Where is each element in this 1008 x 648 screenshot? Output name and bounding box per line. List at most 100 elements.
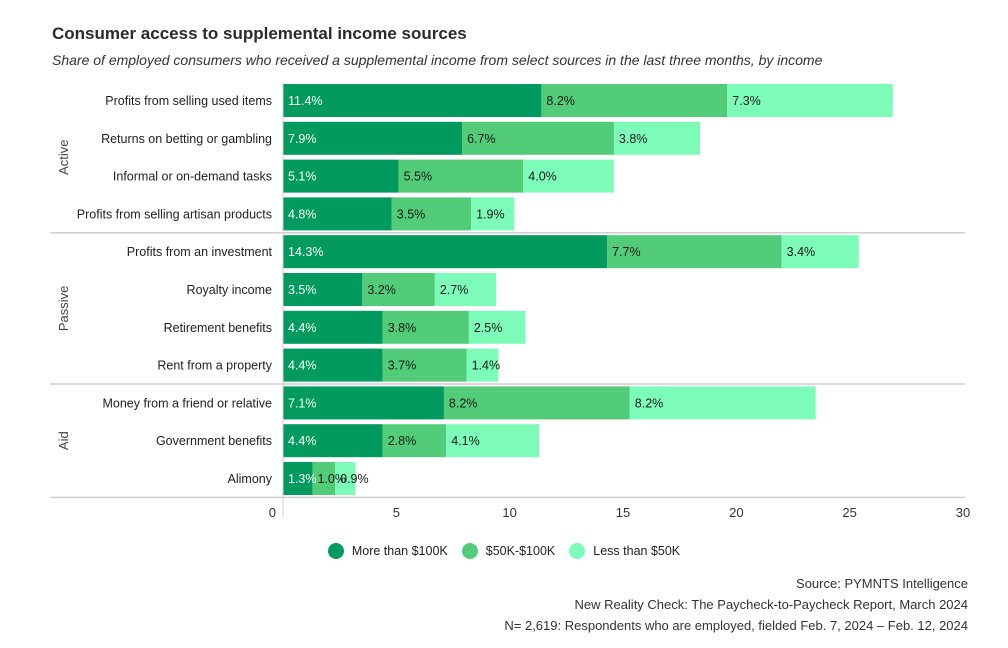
data-label: 2.5% bbox=[474, 321, 503, 335]
bar-informal-or-on-demand-tasks-50k-100k[interactable] bbox=[398, 159, 524, 193]
bar-government-benefits-more-than-100k[interactable] bbox=[283, 424, 383, 458]
data-label: 1.4% bbox=[472, 359, 501, 373]
bar-royalty-income-50k-100k[interactable] bbox=[362, 273, 435, 306]
data-label: 3.8% bbox=[388, 321, 417, 335]
bar-profits-from-selling-used-items-more-than-100k[interactable] bbox=[283, 84, 542, 117]
legend-label: More than $100K bbox=[351, 544, 448, 558]
data-label: 4.1% bbox=[451, 434, 480, 448]
bar-returns-on-betting-or-gambling-50k-100k[interactable] bbox=[462, 121, 614, 155]
bar-royalty-income-more-than-100k[interactable] bbox=[283, 273, 363, 306]
bar-government-benefits-less-than-50k[interactable] bbox=[446, 424, 540, 458]
data-label: 8.2% bbox=[449, 396, 478, 410]
bar-royalty-income-less-than-50k[interactable] bbox=[434, 273, 497, 306]
bar-profits-from-selling-artisan-products-less-than-50k[interactable] bbox=[471, 197, 515, 231]
bar-money-from-a-friend-or-relative-50k-100k[interactable] bbox=[443, 386, 630, 420]
category-label: Profits from selling used items bbox=[105, 94, 272, 108]
legend: More than $100K $50K-$100K Less than $50… bbox=[0, 543, 1008, 559]
bar-informal-or-on-demand-tasks-less-than-50k[interactable] bbox=[523, 159, 614, 193]
x-tick-label: 10 bbox=[502, 505, 516, 520]
legend-item-50k-100k[interactable]: $50K-$100K bbox=[461, 543, 556, 559]
data-label: 1.0% bbox=[317, 472, 346, 486]
bar-retirement-benefits-50k-100k[interactable] bbox=[382, 310, 469, 344]
category-label: Rent from a property bbox=[157, 359, 272, 373]
category-label: Profits from selling artisan products bbox=[77, 207, 272, 221]
category-label: Money from a friend or relative bbox=[102, 396, 272, 410]
category-label: Government benefits bbox=[156, 434, 272, 448]
data-label: 3.5% bbox=[397, 207, 426, 221]
data-label: 7.3% bbox=[732, 94, 761, 108]
source-line: Source: PYMNTS Intelligence bbox=[796, 576, 968, 591]
bar-retirement-benefits-more-than-100k[interactable] bbox=[283, 310, 383, 344]
data-label: 3.8% bbox=[619, 132, 648, 146]
x-tick-label: 15 bbox=[616, 505, 630, 520]
bar-profits-from-an-investment-less-than-50k[interactable] bbox=[781, 235, 859, 269]
bar-profits-from-selling-used-items-less-than-50k[interactable] bbox=[727, 84, 893, 117]
data-label: 7.9% bbox=[288, 132, 317, 146]
data-label: 4.4% bbox=[288, 321, 317, 335]
legend-item-more-than-100k[interactable]: More than $100K bbox=[327, 543, 448, 559]
x-tick-label: 5 bbox=[393, 505, 400, 520]
bar-money-from-a-friend-or-relative-less-than-50k[interactable] bbox=[629, 386, 816, 420]
category-label: Retirement benefits bbox=[164, 321, 272, 335]
bar-alimony-50k-100k[interactable] bbox=[312, 462, 336, 495]
legend-label: Less than $50K bbox=[593, 544, 681, 558]
chart-subtitle: Share of employed consumers who received… bbox=[52, 52, 823, 68]
data-label: 7.1% bbox=[288, 396, 317, 410]
bar-profits-from-an-investment-more-than-100k[interactable] bbox=[283, 235, 608, 269]
group-label-passive: Passive bbox=[56, 286, 71, 332]
bar-rent-from-a-property-more-than-100k[interactable] bbox=[283, 348, 383, 382]
data-label: 5.5% bbox=[404, 170, 433, 184]
data-label: 2.7% bbox=[440, 283, 469, 297]
bar-profits-from-selling-artisan-products-50k-100k[interactable] bbox=[391, 197, 472, 231]
legend-item-less-than-50k[interactable]: Less than $50K bbox=[569, 543, 680, 559]
bar-returns-on-betting-or-gambling-more-than-100k[interactable] bbox=[283, 121, 463, 155]
bar-alimony-less-than-50k[interactable] bbox=[335, 462, 356, 495]
bar-alimony-more-than-100k[interactable] bbox=[283, 462, 313, 495]
bar-informal-or-on-demand-tasks-more-than-100k[interactable] bbox=[283, 159, 399, 193]
data-label: 4.4% bbox=[288, 359, 317, 373]
data-label: 4.8% bbox=[288, 207, 317, 221]
x-tick-label: 20 bbox=[729, 505, 743, 520]
data-label: 2.8% bbox=[388, 434, 417, 448]
data-label: 3.4% bbox=[787, 245, 816, 259]
group-label-aid: Aid bbox=[56, 431, 71, 450]
bar-profits-from-selling-used-items-50k-100k[interactable] bbox=[541, 84, 728, 117]
stacked-bar-chart: 0 5 10 15 20 25 30 11.4% 8.2% 7.3% Profits from s… bbox=[50, 82, 970, 520]
data-label: 3.5% bbox=[288, 283, 317, 297]
data-label: 6.7% bbox=[467, 132, 496, 146]
data-label: 4.0% bbox=[528, 170, 557, 184]
data-label: 8.2% bbox=[635, 396, 664, 410]
data-label: 5.1% bbox=[288, 170, 317, 184]
data-label: 4.4% bbox=[288, 434, 317, 448]
legend-swatch-icon bbox=[461, 543, 478, 559]
bar-retirement-benefits-less-than-50k[interactable] bbox=[468, 310, 526, 344]
report-line: New Reality Check: The Paycheck-to-Paych… bbox=[574, 597, 968, 612]
category-label: Alimony bbox=[228, 472, 273, 486]
bar-profits-from-an-investment-50k-100k[interactable] bbox=[607, 235, 782, 269]
bar-rent-from-a-property-less-than-50k[interactable] bbox=[466, 348, 499, 382]
data-label: 7.7% bbox=[612, 245, 641, 259]
x-tick-label: 30 bbox=[956, 505, 970, 520]
source-note: Source: PYMNTS Intelligence New Reality … bbox=[504, 573, 968, 636]
category-label: Royalty income bbox=[187, 283, 272, 297]
data-label: 8.2% bbox=[546, 94, 575, 108]
bar-money-from-a-friend-or-relative-more-than-100k[interactable] bbox=[283, 386, 444, 420]
data-label: 1.3% bbox=[288, 472, 317, 486]
sample-line: N= 2,619: Respondents who are employed, … bbox=[504, 618, 968, 633]
bar-profits-from-selling-artisan-products-more-than-100k[interactable] bbox=[283, 197, 392, 231]
data-label: 3.2% bbox=[367, 283, 396, 297]
bar-returns-on-betting-or-gambling-less-than-50k[interactable] bbox=[613, 121, 701, 155]
data-label: 14.3% bbox=[288, 245, 323, 259]
data-label: 1.9% bbox=[476, 207, 505, 221]
x-tick-label: 25 bbox=[842, 505, 856, 520]
category-label: Profits from an investment bbox=[127, 245, 273, 259]
bar-rent-from-a-property-50k-100k[interactable] bbox=[382, 348, 467, 382]
legend-swatch-icon bbox=[327, 543, 344, 559]
legend-swatch-icon bbox=[569, 543, 586, 559]
chart-title: Consumer access to supplemental income s… bbox=[52, 24, 467, 43]
bar-government-benefits-50k-100k[interactable] bbox=[382, 424, 447, 458]
data-label: 11.4% bbox=[288, 94, 323, 108]
group-label-active: Active bbox=[56, 139, 71, 174]
data-label: 3.7% bbox=[388, 359, 417, 373]
legend-label: $50K-$100K bbox=[485, 544, 556, 558]
